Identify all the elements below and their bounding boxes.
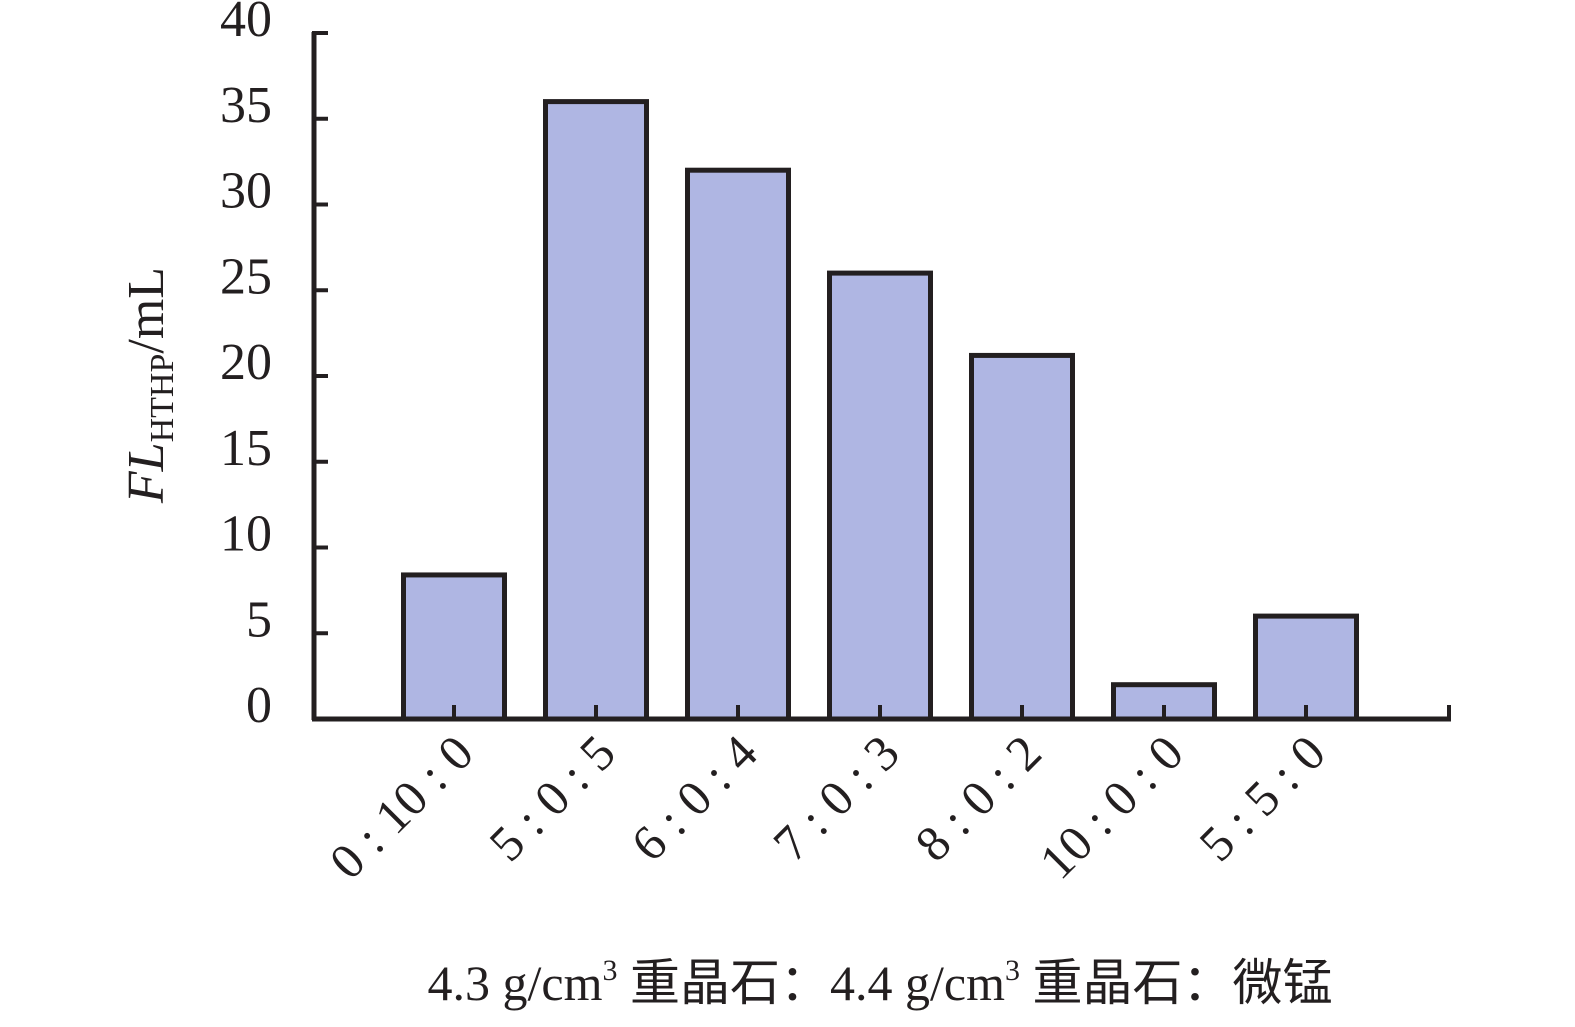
x-axis-label-part3: 重晶石：微锰 bbox=[1020, 955, 1333, 1011]
bar bbox=[543, 99, 649, 722]
x-tick-label: 5 : 5 : 0 bbox=[1188, 724, 1336, 872]
x-axis-label-part2: 重晶石：4.4 g/cm bbox=[618, 955, 1006, 1011]
y-tick-label: 30 bbox=[220, 163, 272, 220]
x-ticks-group: 0 : 10 : 05 : 0 : 56 : 0 : 47 : 0 : 38 :… bbox=[318, 705, 1336, 889]
y-axis-label-main: FL bbox=[118, 442, 175, 504]
bar bbox=[685, 167, 791, 722]
bar bbox=[401, 572, 507, 722]
bars-group bbox=[401, 99, 1359, 722]
x-tick-label: 0 : 10 : 0 bbox=[318, 724, 483, 889]
y-axis-label: FLHTHP/mL bbox=[118, 267, 181, 504]
y-tick-label: 15 bbox=[220, 420, 272, 477]
bar bbox=[1253, 613, 1359, 722]
y-tick-label: 20 bbox=[220, 334, 272, 391]
y-tick-label: 35 bbox=[220, 77, 272, 134]
y-tick-label: 25 bbox=[220, 248, 272, 305]
y-tick-label: 10 bbox=[220, 506, 272, 563]
x-tick-label: 10 : 0 : 0 bbox=[1028, 724, 1193, 889]
y-axis-label-subscript: HTHP bbox=[144, 354, 181, 443]
x-tick-label: 7 : 0 : 3 bbox=[762, 724, 910, 872]
bar bbox=[827, 270, 933, 722]
x-axis-label: 4.3 g/cm3 重晶石：4.4 g/cm3 重晶石：微锰 bbox=[428, 954, 1333, 1011]
y-tick-label: 40 bbox=[220, 0, 272, 48]
y-tick-label: 0 bbox=[246, 677, 272, 734]
x-axis-label-sup1: 3 bbox=[603, 954, 618, 987]
x-axis-label-part1: 4.3 g/cm bbox=[428, 955, 603, 1011]
x-tick-label: 5 : 0 : 5 bbox=[478, 724, 626, 872]
y-ticks-group: 0 5 10 15 20 25 30 35 40 bbox=[220, 0, 328, 734]
y-tick-label: 5 bbox=[246, 591, 272, 648]
x-axis-label-sup2: 3 bbox=[1005, 954, 1020, 987]
y-axis-label-unit: /mL bbox=[118, 267, 175, 354]
x-tick-label: 6 : 0 : 4 bbox=[620, 724, 768, 872]
bar bbox=[969, 352, 1075, 722]
